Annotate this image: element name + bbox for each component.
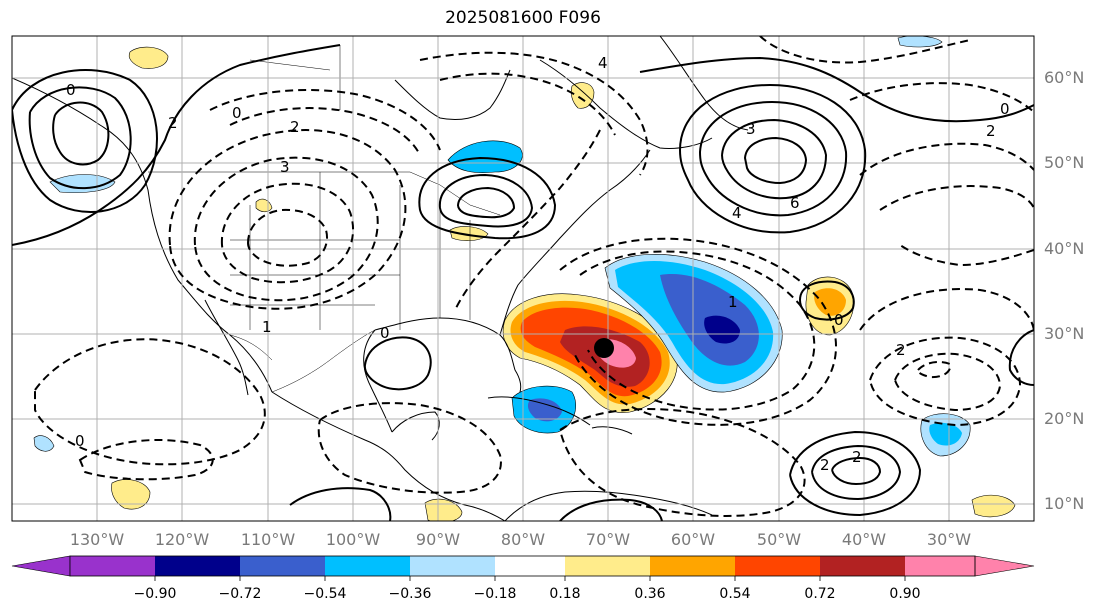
negative-anomaly-cuba-core <box>527 398 562 422</box>
contour-label: 4 <box>598 54 608 72</box>
colorbar-tick-label: 0.36 <box>634 586 666 602</box>
contour-label: 2 <box>820 456 830 474</box>
colorbar-tick-label: −0.90 <box>133 586 177 602</box>
contour-label: 1 <box>262 318 272 336</box>
lon-label: 130°W <box>69 530 125 549</box>
positive-contours <box>12 44 1034 521</box>
contour-labels: 0 2 3 1 2 0 4 6 4 3 2 0 1 2 0 2 0 2 0 <box>66 54 1010 474</box>
colorbar-tick-label: −0.72 <box>218 586 262 602</box>
lon-label: 40°W <box>841 530 887 549</box>
colorbar-tick-label: −0.36 <box>388 586 432 602</box>
colorbar-tick-label: 0.72 <box>804 586 836 602</box>
lat-label: 30°N <box>1044 324 1085 343</box>
colorbar-segment <box>735 556 820 576</box>
colorbar-extend-low <box>11 555 71 577</box>
negative-anomaly-pacific-small <box>33 435 55 452</box>
map-frame <box>11 35 1035 522</box>
contour-label: 2 <box>290 118 300 136</box>
shaded-anomalies <box>33 36 1016 521</box>
coastlines <box>12 36 749 521</box>
colorbar-tick-label: −0.18 <box>473 586 517 602</box>
colorbar-tick-label: −0.54 <box>303 586 347 602</box>
contour-label: 0 <box>75 432 85 450</box>
lon-label: 70°W <box>585 530 631 549</box>
contour-label: 1 <box>728 293 738 311</box>
lat-label: 60°N <box>1044 68 1085 87</box>
positive-anomaly-pacific-north <box>128 46 169 69</box>
lat-label: 40°N <box>1044 239 1085 258</box>
lon-label: 90°W <box>415 530 461 549</box>
colorbar-segment <box>820 556 905 576</box>
storm-center-marker <box>594 338 614 358</box>
negative-anomaly-navy <box>704 315 740 344</box>
colorbar-segment <box>905 556 975 576</box>
map-title: 2025081600 F096 <box>445 8 601 28</box>
negative-anomaly-pacific <box>49 174 116 193</box>
contour-label: 6 <box>790 194 800 212</box>
contour-label: 2 <box>986 122 996 140</box>
contour-label: 2 <box>168 114 178 132</box>
positive-anomaly-atlantic-east-core <box>814 288 846 316</box>
contour-label: 0 <box>66 81 76 99</box>
lon-label: 60°W <box>670 530 716 549</box>
colorbar-segment <box>240 556 325 576</box>
negative-anomaly-east-atlantic-core <box>929 422 962 446</box>
colorbar-segment <box>410 556 495 576</box>
contour-label: 3 <box>280 158 290 176</box>
negative-contours <box>34 36 1034 517</box>
positive-anomaly-far-east <box>971 494 1016 517</box>
negative-anomaly-greatlakes <box>447 140 523 173</box>
contour-label: 3 <box>746 120 756 138</box>
colorbar-tick-label: 0.54 <box>719 586 751 602</box>
colorbar-tick-label: 0.18 <box>549 586 581 602</box>
lon-label: 100°W <box>325 530 381 549</box>
colorbar-tick-label: 0.90 <box>889 586 921 602</box>
contour-label: 2 <box>896 341 906 359</box>
colorbar-segment <box>155 556 240 576</box>
contour-label: 2 <box>852 448 862 466</box>
contour-label: 0 <box>232 104 242 122</box>
graticule <box>12 36 1034 521</box>
political-borders <box>148 45 501 393</box>
colorbar-segment <box>70 556 155 576</box>
lat-label: 10°N <box>1044 494 1085 513</box>
colorbar-segment <box>325 556 410 576</box>
contour-label: 0 <box>380 324 390 342</box>
lon-label: 120°W <box>154 530 210 549</box>
lat-label: 20°N <box>1044 409 1085 428</box>
lat-label: 50°N <box>1044 153 1085 172</box>
colorbar-segment <box>565 556 650 576</box>
lon-label: 80°W <box>500 530 546 549</box>
contour-label: 0 <box>834 311 844 329</box>
colorbar-extend-high <box>974 555 1035 577</box>
positive-anomaly-pacific-south <box>111 479 151 510</box>
colorbar <box>11 555 1035 581</box>
colorbar-segment <box>495 556 565 576</box>
contour-label: 0 <box>1000 100 1010 118</box>
lon-label: 50°W <box>756 530 802 549</box>
colorbar-segment <box>650 556 735 576</box>
contour-label: 4 <box>732 204 742 222</box>
lon-label: 110°W <box>240 530 296 549</box>
lon-label: 30°W <box>926 530 972 549</box>
